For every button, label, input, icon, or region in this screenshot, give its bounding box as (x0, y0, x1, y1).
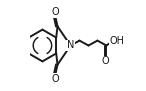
Text: OH: OH (110, 36, 125, 46)
Text: O: O (102, 56, 109, 66)
Text: O: O (51, 74, 59, 84)
Text: N: N (67, 40, 74, 51)
Text: O: O (51, 7, 59, 17)
